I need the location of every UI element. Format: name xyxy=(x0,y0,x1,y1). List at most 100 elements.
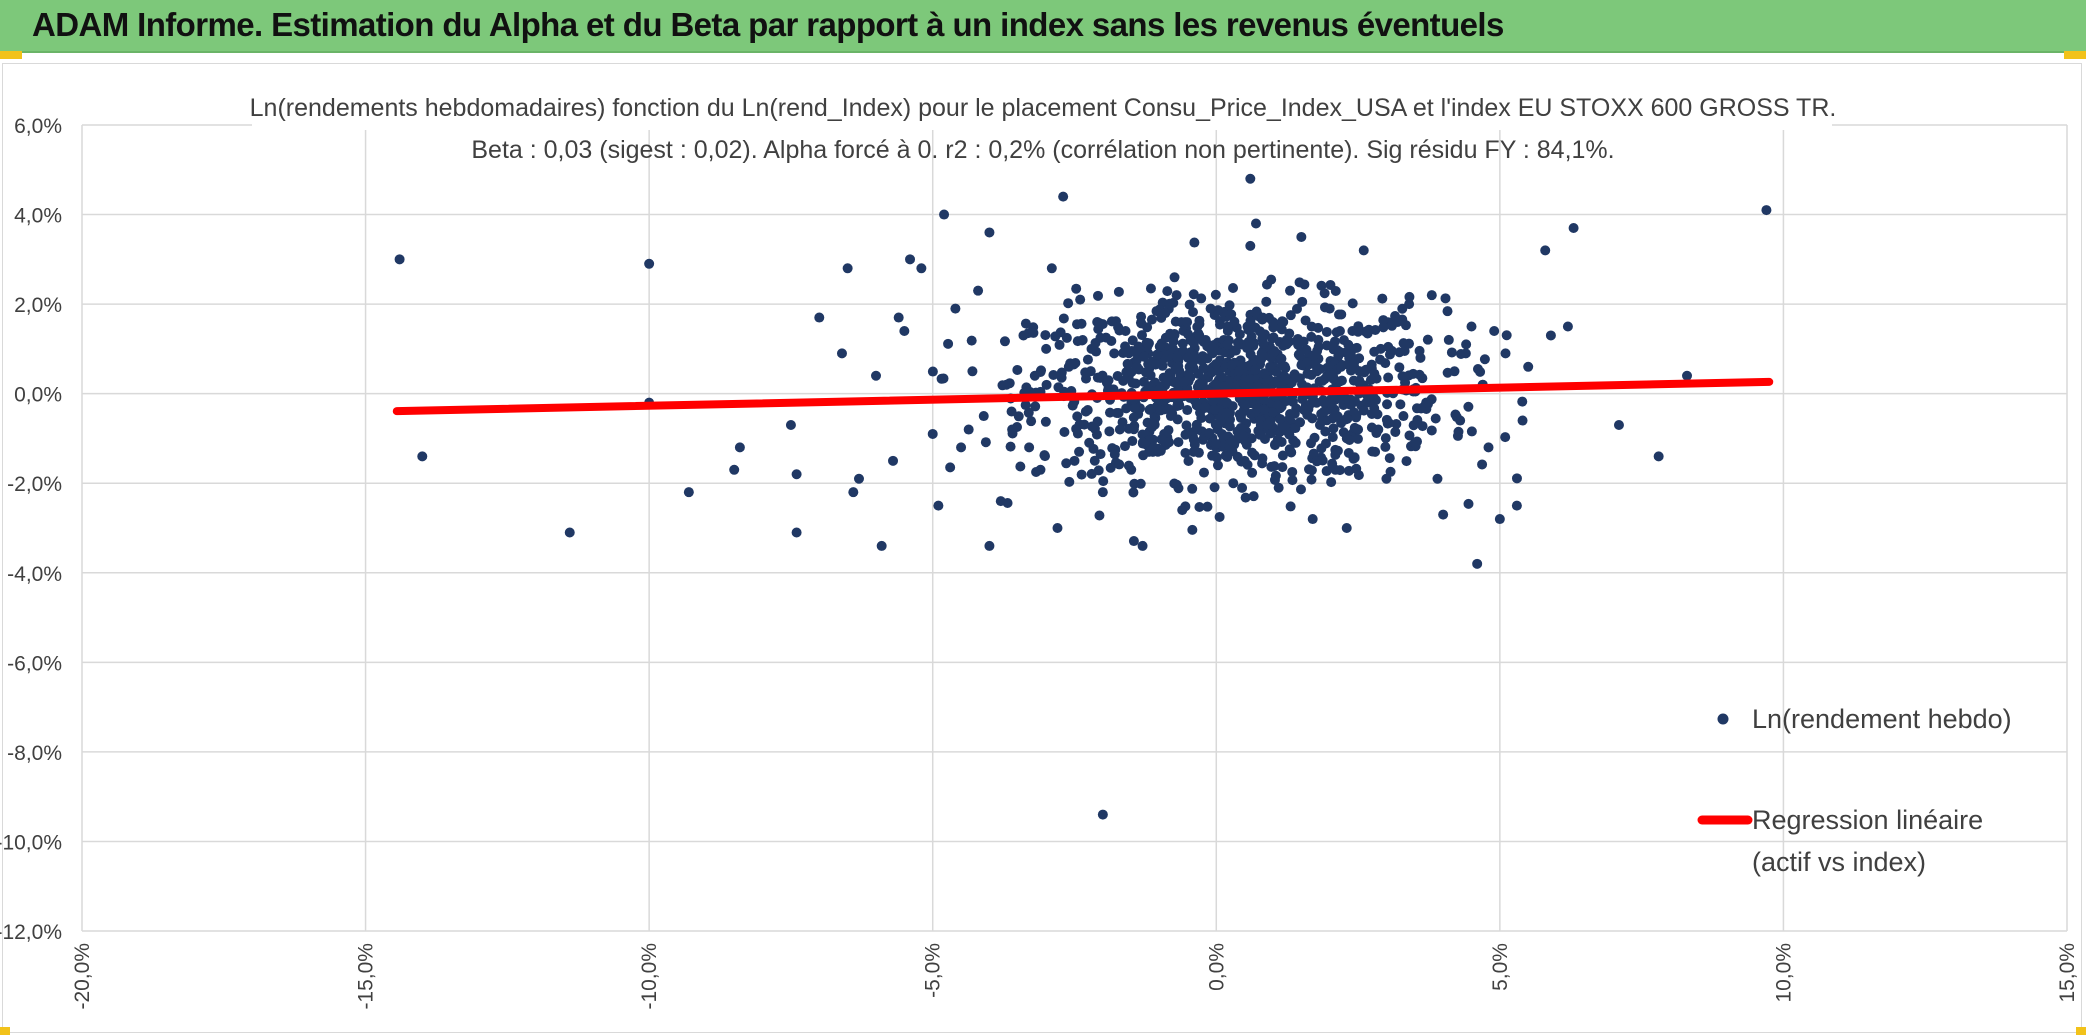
scatter-point xyxy=(1035,464,1046,475)
scatter-point xyxy=(1207,396,1218,407)
scatter-point xyxy=(1139,351,1150,362)
scatter-point xyxy=(1279,361,1290,372)
scatter-point xyxy=(1020,400,1031,411)
scatter-point xyxy=(1173,437,1184,448)
scatter-point xyxy=(1331,327,1342,338)
scatter-point xyxy=(1106,336,1117,347)
scatter-point xyxy=(1094,510,1105,521)
scatter-point xyxy=(1030,401,1041,412)
scatter-point xyxy=(963,424,974,435)
scatter-point xyxy=(1148,442,1159,453)
scatter-point xyxy=(1210,289,1221,300)
scatter-point xyxy=(1021,382,1032,393)
scatter-point xyxy=(1169,272,1180,283)
scatter-point xyxy=(1015,461,1026,472)
scatter-point xyxy=(871,370,881,381)
scatter-point xyxy=(1054,339,1065,350)
scatter-point xyxy=(1076,469,1087,480)
scatter-point xyxy=(1291,403,1302,414)
scatter-point xyxy=(1329,336,1340,347)
scatter-point xyxy=(1097,809,1108,820)
scatter-point xyxy=(1129,403,1140,414)
scatter-point xyxy=(1477,459,1488,470)
scatter-point xyxy=(1336,361,1347,372)
scatter-point xyxy=(1211,379,1222,390)
y-tick-label: -12,0% xyxy=(0,921,62,944)
scatter-point xyxy=(1194,315,1205,326)
scatter-point xyxy=(1297,296,1308,307)
scatter-point xyxy=(1466,321,1477,332)
scatter-point xyxy=(1227,436,1238,447)
scatter-point xyxy=(1233,366,1244,377)
scatter-point xyxy=(1259,395,1270,406)
scatter-point xyxy=(814,312,825,323)
scatter-point xyxy=(1562,321,1573,332)
scatter-point xyxy=(1208,342,1219,353)
scatter-point xyxy=(1358,405,1369,416)
scatter-point xyxy=(1040,416,1051,427)
scatter-point xyxy=(1128,536,1139,547)
scatter-point xyxy=(1071,283,1082,294)
scatter-point xyxy=(791,527,802,538)
scatter-point xyxy=(1194,501,1205,512)
scatter-point xyxy=(1257,312,1268,323)
y-tick-label: 4,0% xyxy=(14,205,62,228)
scatter-point xyxy=(1275,414,1286,425)
scatter-point xyxy=(1336,309,1347,320)
chart-title: Ln(rendements hebdomadaires) fonction du… xyxy=(250,94,1837,122)
scatter-point xyxy=(1180,447,1191,458)
scatter-point xyxy=(1287,466,1298,477)
scatter-point xyxy=(1232,337,1243,348)
scatter-point xyxy=(1409,437,1420,448)
scatter-point xyxy=(1358,245,1369,256)
scatter-point xyxy=(1377,293,1388,304)
scatter-point xyxy=(1182,352,1193,363)
scatter-point xyxy=(1128,412,1139,423)
scatter-point xyxy=(1210,359,1221,370)
scatter-point xyxy=(1307,514,1318,525)
scatter-point xyxy=(1302,357,1313,368)
scatter-point xyxy=(927,428,938,439)
scatter-point xyxy=(1494,514,1505,525)
scatter-point xyxy=(1446,347,1457,358)
scatter-point xyxy=(1308,448,1319,459)
scatter-point xyxy=(1199,402,1210,413)
scatter-point xyxy=(978,411,989,422)
scatter-point xyxy=(1281,396,1292,407)
scatter-point xyxy=(1373,424,1384,435)
scatter-point xyxy=(1205,303,1216,314)
scatter-point xyxy=(1417,421,1428,432)
scatter-point xyxy=(1500,348,1511,359)
scatter-point xyxy=(1194,378,1205,389)
scatter-point xyxy=(1375,343,1386,354)
frame-corner-left xyxy=(0,1027,10,1035)
scatter-point xyxy=(1013,411,1024,422)
scatter-point xyxy=(1194,330,1205,341)
scatter-point xyxy=(1130,378,1141,389)
scatter-point xyxy=(1277,450,1288,461)
scatter-point xyxy=(984,540,995,551)
scatter-point xyxy=(1296,379,1307,390)
scatter-point xyxy=(1415,352,1426,363)
scatter-point xyxy=(1247,467,1258,478)
x-tick-label: -10,0% xyxy=(638,943,661,1010)
scatter-point xyxy=(1177,338,1188,349)
scatter-point xyxy=(1325,368,1336,379)
scatter-point xyxy=(1342,413,1353,424)
scatter-point xyxy=(973,285,984,296)
scatter-point xyxy=(1266,274,1277,285)
scatter-point xyxy=(1211,452,1222,463)
scatter-point xyxy=(1438,509,1449,520)
scatter-point xyxy=(936,373,947,384)
scatter-point xyxy=(1164,437,1175,448)
scatter-point xyxy=(1378,322,1389,333)
title-background xyxy=(252,86,1832,130)
scatter-point xyxy=(1442,306,1453,317)
scatter-point xyxy=(1523,361,1534,372)
scatter-point xyxy=(1104,426,1115,437)
scatter-point xyxy=(1383,372,1394,383)
scatter-point xyxy=(1089,455,1100,466)
scatter-point xyxy=(1180,429,1191,440)
scatter-point xyxy=(1182,317,1193,328)
